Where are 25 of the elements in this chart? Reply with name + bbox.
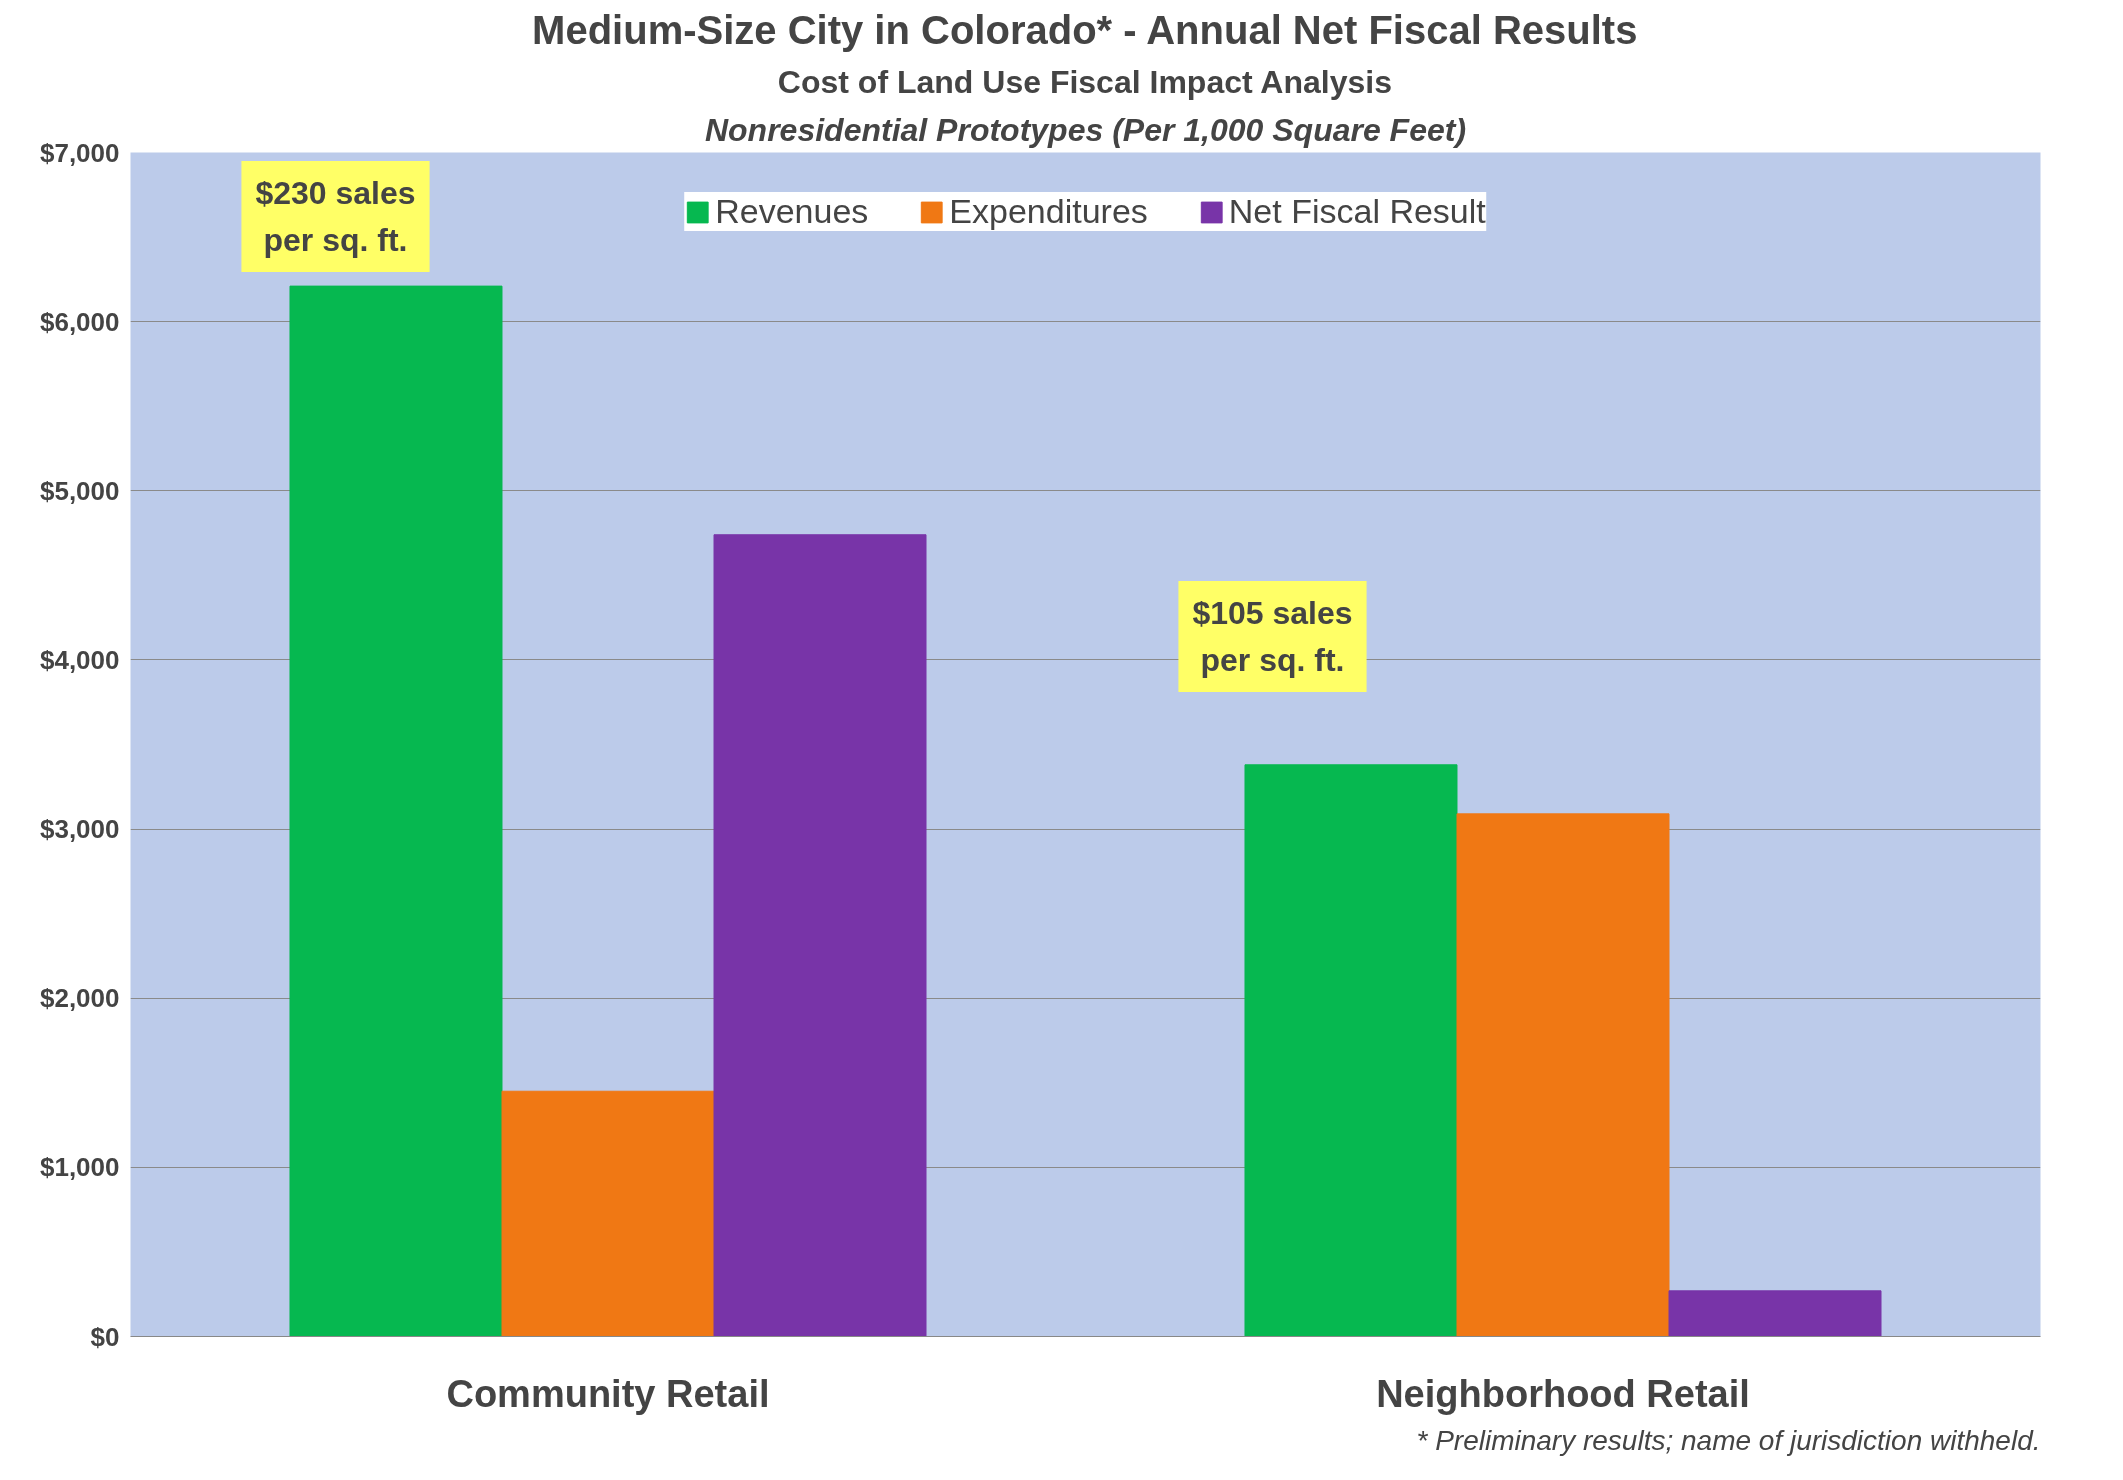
- annotation: $230 sales per sq. ft.: [255, 175, 416, 258]
- text: Nonresidential Prototypes (Per 1,000 Square Feet): [704, 111, 1467, 148]
- annotation: $105 sales per sq. ft.: [1192, 595, 1353, 678]
- y-tick-label: $3,000: [39, 814, 120, 845]
- bar: [1244, 764, 1458, 1337]
- bar: [501, 1090, 715, 1337]
- y-tick-label: $5,000: [39, 475, 120, 506]
- x-tick-label: Community Retail: [446, 1372, 770, 1415]
- y-tick-label: $1,000: [39, 1152, 120, 1183]
- bar: [1456, 813, 1670, 1337]
- bar: [289, 285, 503, 1337]
- y-tick-label: $2,000: [39, 983, 120, 1014]
- chart-title: Medium-Size City in Colorado* - Annual Net Fiscal Results: [532, 7, 1638, 52]
- text: * Preliminary results; name of jurisdiction withheld.: [1416, 1424, 2041, 1456]
- legend-label: Expenditures: [949, 192, 1148, 231]
- y-tick-label: $0: [90, 1321, 120, 1352]
- legend-label: Revenues: [715, 192, 869, 231]
- y-tick-label: $4,000: [39, 644, 120, 675]
- legend-label: Net Fiscal Result: [1228, 192, 1486, 231]
- chart-subtitle: Cost of Land Use Fiscal Impact Analysis: [777, 63, 1392, 100]
- bar: [713, 534, 927, 1337]
- y-tick-label: $6,000: [39, 306, 120, 337]
- x-tick-label: Neighborhood Retail: [1376, 1372, 1750, 1415]
- y-tick-label: $7,000: [39, 137, 120, 168]
- bar: [1668, 1290, 1882, 1337]
